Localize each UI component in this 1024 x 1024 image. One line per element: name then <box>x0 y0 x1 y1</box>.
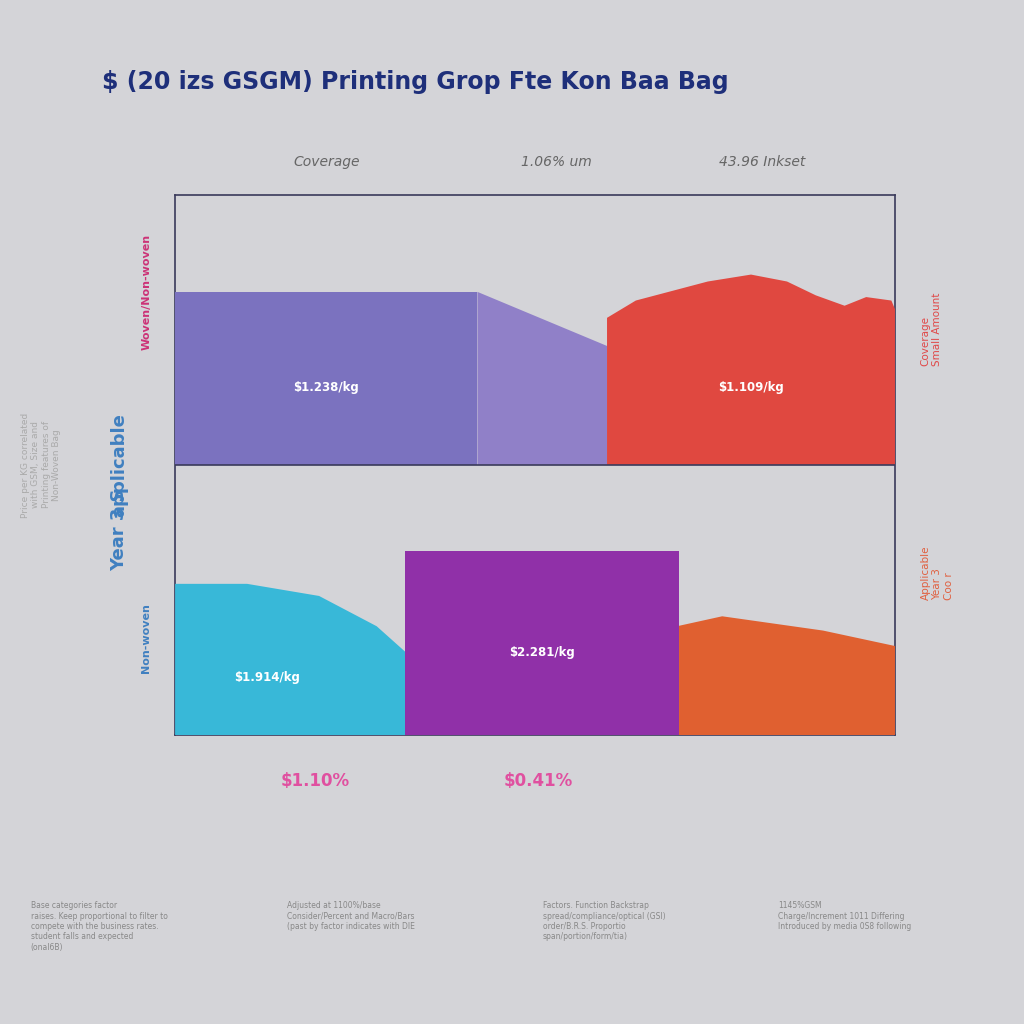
Text: 43.96 Inkset: 43.96 Inkset <box>719 155 805 169</box>
Text: Year 3 S: Year 3 S <box>110 488 128 571</box>
Text: Factors. Function Backstrap
spread/compliance/optical (GSI)
order/B.R.S. Proport: Factors. Function Backstrap spread/compl… <box>543 901 666 941</box>
Text: 1.06% um: 1.06% um <box>521 155 592 169</box>
Text: Coverage
Small Amount: Coverage Small Amount <box>921 293 942 367</box>
Text: Applicable
Year 3
Coo r: Applicable Year 3 Coo r <box>921 546 953 600</box>
Text: $ (20 izs GSGM) Printing Grop Fte Kon Baa Bag: $ (20 izs GSGM) Printing Grop Fte Kon Ba… <box>102 70 729 94</box>
Text: $2.281/kg: $2.281/kg <box>509 646 575 659</box>
Bar <box>406 551 679 735</box>
Text: Non-woven: Non-woven <box>141 603 152 673</box>
Polygon shape <box>607 274 895 465</box>
Text: $1.238/kg: $1.238/kg <box>294 381 359 393</box>
Bar <box>175 292 477 465</box>
Polygon shape <box>679 616 895 735</box>
Text: applicable: applicable <box>110 413 128 517</box>
Text: Adjusted at 1100%/base
Consider/Percent and Macro/Bars
(past by factor indicates: Adjusted at 1100%/base Consider/Percent … <box>287 901 415 931</box>
Polygon shape <box>477 292 607 465</box>
Text: $1.10%: $1.10% <box>281 772 350 791</box>
Text: 1145%GSM
Charge/Increment 1011 Differing
Introduced by media 0S8 following: 1145%GSM Charge/Increment 1011 Differing… <box>778 901 911 931</box>
Text: $0.41%: $0.41% <box>504 772 573 791</box>
Text: Woven/Non-woven: Woven/Non-woven <box>141 233 152 350</box>
Text: $1.109/kg: $1.109/kg <box>718 381 784 393</box>
Text: $1.914/kg: $1.914/kg <box>234 671 300 684</box>
Text: Base categories factor
raises. Keep proportional to filter to
compete with the b: Base categories factor raises. Keep prop… <box>31 901 168 951</box>
Text: Coverage: Coverage <box>293 155 359 169</box>
Polygon shape <box>175 584 406 735</box>
Text: Price per KG correlated
with GSM, Size and
Printing features of
Non-Woven Bag: Price per KG correlated with GSM, Size a… <box>20 413 61 517</box>
